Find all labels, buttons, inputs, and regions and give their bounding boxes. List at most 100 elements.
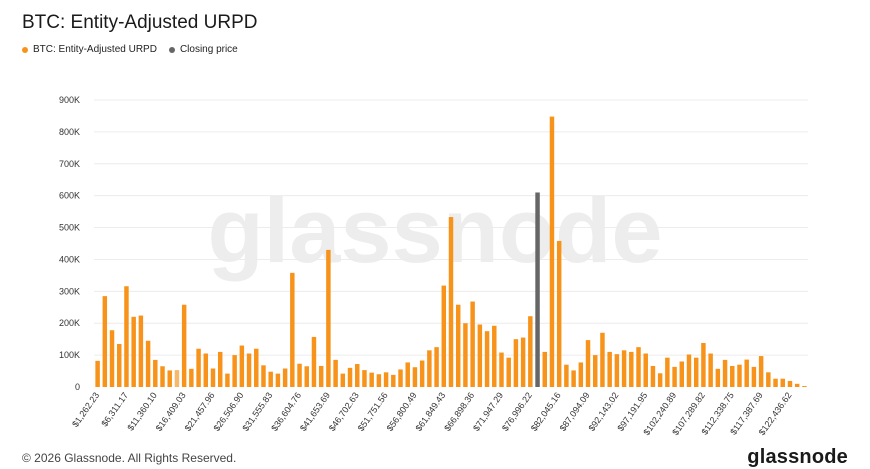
urpd-bar[interactable] bbox=[290, 272, 295, 387]
urpd-bar[interactable] bbox=[686, 354, 692, 387]
urpd-bar[interactable] bbox=[246, 353, 252, 387]
closing-price-bar[interactable] bbox=[535, 192, 540, 387]
urpd-bar[interactable] bbox=[643, 353, 648, 387]
urpd-bar[interactable] bbox=[665, 357, 670, 387]
urpd-bar[interactable] bbox=[607, 351, 612, 387]
urpd-bar[interactable] bbox=[239, 345, 245, 387]
urpd-bar[interactable] bbox=[730, 365, 735, 387]
urpd-bar[interactable] bbox=[737, 364, 742, 387]
urpd-bar[interactable] bbox=[217, 351, 223, 387]
urpd-bar[interactable] bbox=[391, 374, 396, 387]
urpd-bar[interactable] bbox=[657, 373, 663, 387]
urpd-bar[interactable] bbox=[802, 386, 807, 387]
urpd-bar[interactable] bbox=[672, 366, 677, 387]
urpd-bar[interactable] bbox=[520, 337, 526, 387]
glassnode-logo[interactable]: glassnode bbox=[747, 446, 848, 468]
urpd-bar[interactable] bbox=[600, 332, 605, 387]
urpd-bar[interactable] bbox=[441, 285, 447, 387]
urpd-bar[interactable] bbox=[398, 369, 403, 387]
urpd-bar[interactable] bbox=[427, 350, 432, 387]
urpd-bar[interactable] bbox=[210, 368, 216, 388]
urpd-bar[interactable] bbox=[614, 354, 620, 387]
urpd-bar[interactable] bbox=[347, 367, 353, 387]
urpd-bar[interactable] bbox=[95, 360, 100, 387]
urpd-bar[interactable] bbox=[117, 343, 122, 387]
urpd-bar[interactable] bbox=[376, 374, 382, 387]
urpd-bar[interactable] bbox=[318, 365, 324, 387]
urpd-bar[interactable] bbox=[528, 316, 533, 387]
urpd-bar[interactable] bbox=[484, 331, 490, 387]
urpd-bar[interactable] bbox=[304, 366, 309, 387]
urpd-bar[interactable] bbox=[499, 352, 504, 387]
urpd-bar[interactable] bbox=[564, 364, 569, 387]
urpd-bar[interactable] bbox=[261, 365, 266, 387]
urpd-bar[interactable] bbox=[448, 217, 454, 387]
urpd-bar[interactable] bbox=[751, 366, 757, 387]
urpd-bar[interactable] bbox=[412, 367, 418, 387]
urpd-bar[interactable] bbox=[463, 323, 468, 387]
urpd-bar[interactable] bbox=[189, 368, 194, 387]
urpd-bar[interactable] bbox=[773, 378, 778, 387]
legend-item-urpd[interactable]: BTC: Entity-Adjusted URPD bbox=[22, 44, 157, 55]
urpd-bar[interactable] bbox=[434, 347, 439, 387]
urpd-bar[interactable] bbox=[549, 116, 555, 387]
urpd-bar[interactable] bbox=[196, 348, 201, 387]
urpd-bar[interactable] bbox=[254, 348, 259, 387]
urpd-bar[interactable] bbox=[124, 286, 129, 387]
urpd-bar[interactable] bbox=[571, 370, 576, 387]
urpd-bar[interactable] bbox=[297, 363, 302, 387]
urpd-bar[interactable] bbox=[766, 372, 771, 387]
urpd-bar[interactable] bbox=[167, 370, 172, 387]
urpd-bar[interactable] bbox=[131, 316, 136, 387]
urpd-bar[interactable] bbox=[268, 371, 273, 387]
urpd-bar[interactable] bbox=[708, 353, 713, 387]
urpd-bar[interactable] bbox=[109, 330, 115, 387]
urpd-bar[interactable] bbox=[311, 336, 317, 387]
urpd-bar[interactable] bbox=[282, 368, 288, 388]
urpd-bar[interactable] bbox=[160, 366, 165, 387]
urpd-bar[interactable] bbox=[650, 365, 656, 387]
urpd-bar[interactable] bbox=[758, 356, 764, 387]
urpd-bar[interactable] bbox=[181, 304, 187, 387]
urpd-bar[interactable] bbox=[513, 339, 519, 387]
urpd-bar[interactable] bbox=[333, 359, 338, 387]
urpd-bar[interactable] bbox=[744, 359, 749, 387]
urpd-bar[interactable] bbox=[722, 359, 728, 387]
urpd-bar[interactable] bbox=[138, 315, 144, 387]
urpd-bar[interactable] bbox=[787, 380, 793, 387]
urpd-bar[interactable] bbox=[102, 296, 108, 387]
urpd-bar[interactable] bbox=[419, 360, 425, 387]
legend-item-closing-price[interactable]: Closing price bbox=[168, 44, 238, 55]
urpd-bar[interactable] bbox=[455, 304, 461, 387]
urpd-bar[interactable] bbox=[369, 372, 374, 387]
urpd-bar[interactable] bbox=[340, 373, 346, 387]
urpd-bar[interactable] bbox=[636, 347, 641, 387]
urpd-bar[interactable] bbox=[470, 301, 475, 387]
urpd-bar[interactable] bbox=[492, 325, 497, 387]
urpd-bar[interactable] bbox=[794, 383, 800, 387]
urpd-bar[interactable] bbox=[780, 378, 785, 387]
urpd-bar[interactable] bbox=[203, 353, 209, 387]
urpd-bar[interactable] bbox=[701, 342, 706, 387]
urpd-bar[interactable] bbox=[383, 372, 389, 387]
urpd-bar[interactable] bbox=[355, 364, 360, 387]
urpd-bar[interactable] bbox=[542, 351, 547, 387]
urpd-bar[interactable] bbox=[174, 370, 180, 387]
urpd-bar[interactable] bbox=[145, 340, 151, 387]
urpd-bar[interactable] bbox=[585, 340, 591, 387]
urpd-bar[interactable] bbox=[326, 249, 331, 387]
urpd-bar[interactable] bbox=[593, 355, 598, 387]
urpd-bar[interactable] bbox=[578, 362, 584, 387]
urpd-bar[interactable] bbox=[693, 357, 699, 387]
urpd-bar[interactable] bbox=[506, 357, 511, 387]
urpd-bar[interactable] bbox=[275, 373, 281, 387]
urpd-bar[interactable] bbox=[405, 362, 410, 387]
urpd-bar[interactable] bbox=[556, 240, 562, 387]
urpd-bar[interactable] bbox=[679, 361, 685, 387]
urpd-bar[interactable] bbox=[225, 373, 230, 387]
urpd-bar[interactable] bbox=[362, 370, 367, 387]
urpd-bar[interactable] bbox=[629, 351, 634, 387]
urpd-bar[interactable] bbox=[715, 368, 721, 387]
urpd-bar[interactable] bbox=[153, 359, 158, 387]
urpd-bar[interactable] bbox=[232, 355, 237, 387]
